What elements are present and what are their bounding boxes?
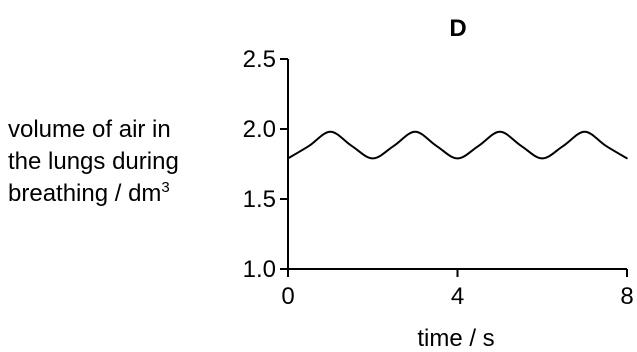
x-axis-title: time / s: [417, 325, 494, 352]
y-tick-label: 2.0: [243, 116, 276, 143]
y-axis-title-superscript: 3: [161, 179, 169, 196]
x-tick-label: 0: [281, 283, 294, 310]
data-point: [308, 145, 310, 147]
y-axis-title-line-3-text: breathing / dm: [8, 180, 161, 207]
data-point: [435, 145, 438, 147]
y-axis-title-line-1: volume of air in: [8, 116, 171, 143]
y-axis-title-line-3: breathing / dm3: [8, 179, 170, 207]
x-tick-label: 8: [620, 283, 633, 310]
axes: 1.0 1.5 2.0 2.5 0 4 8: [243, 46, 634, 310]
y-axis-title-line-2: the lungs during: [8, 148, 179, 175]
data-point: [350, 145, 353, 147]
data-point: [583, 131, 586, 133]
data-point: [456, 157, 459, 160]
plot-area: [287, 130, 628, 160]
data-point: [520, 145, 522, 147]
series-line: [287, 130, 628, 160]
y-tick-label: 1.0: [243, 256, 276, 283]
data-point: [371, 157, 374, 160]
data-point: [626, 157, 628, 160]
x-tick-label: 4: [451, 283, 464, 310]
data-point: [499, 131, 501, 133]
chart-title: D: [449, 15, 466, 42]
data-point: [541, 157, 544, 160]
data-point: [605, 145, 607, 147]
data-point: [562, 145, 565, 147]
data-point: [477, 145, 480, 147]
y-tick-label: 1.5: [243, 186, 276, 213]
y-tick-label: 2.5: [243, 46, 276, 73]
data-point: [393, 145, 395, 147]
data-point: [329, 131, 332, 133]
data-point: [414, 131, 416, 133]
data-point: [287, 157, 289, 160]
y-axis-title: volume of air in the lungs during breath…: [8, 116, 179, 207]
